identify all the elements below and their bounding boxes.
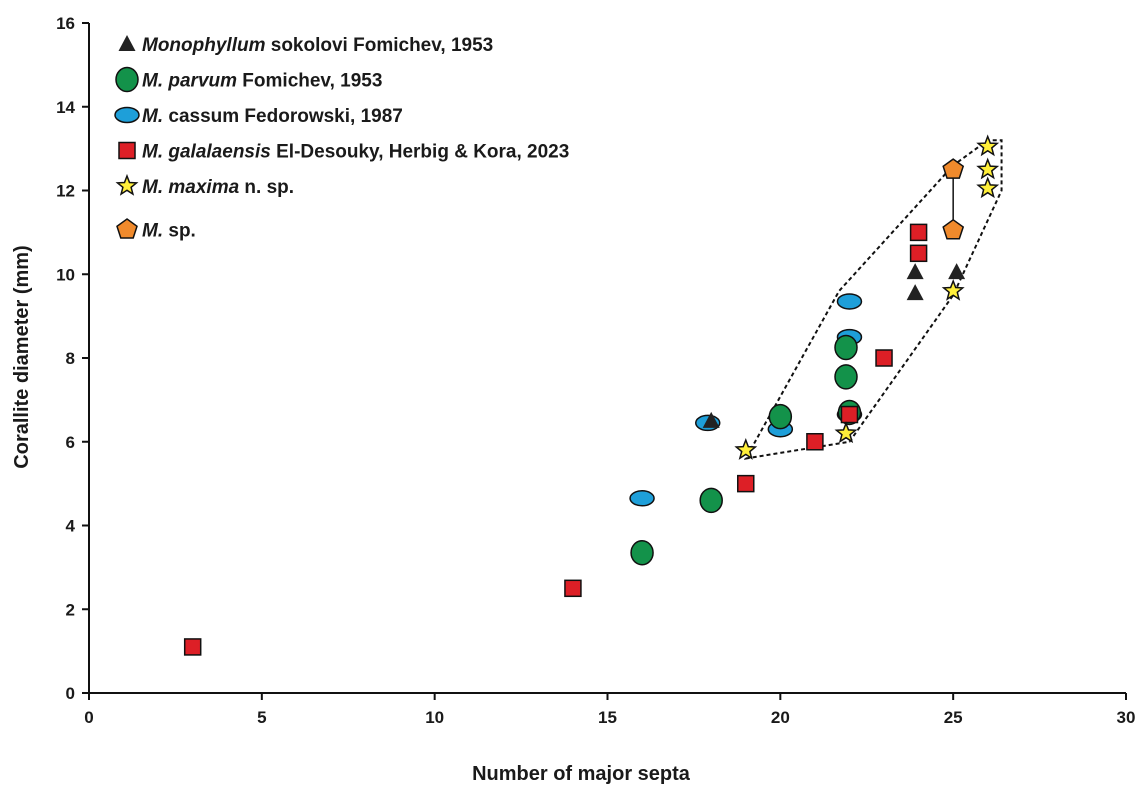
data-point-pentagon <box>942 218 965 240</box>
data-point-square <box>909 244 928 263</box>
legend-marker <box>116 218 138 239</box>
y-tick-label: 6 <box>66 433 75 452</box>
legend-entry-italic: M. maxima <box>142 177 240 198</box>
data-point-square <box>564 579 582 598</box>
tick-labels: 0 5 10 15 20 25 30 0 2 4 6 8 10 12 14 16 <box>56 14 1135 727</box>
x-tick-label: 20 <box>771 708 790 727</box>
data-point-ellipse <box>629 490 655 507</box>
data-point-triangle <box>906 284 924 301</box>
data-point-circle <box>834 364 858 390</box>
y-tick-label: 0 <box>66 684 75 703</box>
range-envelope <box>743 139 1003 460</box>
legend-entry: M. galalaensis El-Desouky, Herbig & Kora… <box>142 142 569 163</box>
data-point-square <box>737 474 755 493</box>
data-point-star <box>976 157 1000 180</box>
legend-entry: M. cassum Fedorowski, 1987 <box>142 106 403 127</box>
data-point-square <box>183 638 202 656</box>
legend-entry-rest: El-Desouky, Herbig & Kora, 2023 <box>271 142 569 163</box>
data-point-star <box>734 438 758 460</box>
x-tick-label: 5 <box>257 708 266 727</box>
legend-marker <box>115 173 139 196</box>
data-point-triangle <box>948 263 966 280</box>
legend-entry: M. sp. <box>142 221 196 242</box>
legend-entry-italic: M. <box>142 221 163 242</box>
axes <box>82 22 1127 700</box>
legend-entry-rest: sokolovi Fomichev, 1953 <box>265 35 493 56</box>
x-tick-label: 25 <box>944 708 963 727</box>
data-point-circle <box>630 539 654 566</box>
legend-entry-italic: M. parvum <box>142 71 237 92</box>
legend-entry-italic: M. <box>142 106 163 127</box>
y-tick-label: 12 <box>56 182 75 201</box>
data-point-triangle <box>906 263 924 280</box>
y-tick-label: 2 <box>66 600 75 619</box>
legend-marker <box>118 35 136 51</box>
y-tick-label: 14 <box>56 98 75 117</box>
legend-entry: Monophyllum sokolovi Fomichev, 1953 <box>142 35 493 56</box>
legend-marker <box>115 66 139 93</box>
legend-entry-rest: Fomichev, 1953 <box>237 71 382 92</box>
legend-entry-italic: M. galalaensis <box>142 142 271 163</box>
data-point-star <box>976 176 1000 199</box>
legend-entry-rest: cassum Fedorowski, 1987 <box>163 106 403 127</box>
legend-entry: M. parvum Fomichev, 1953 <box>142 71 382 92</box>
x-tick-label: 15 <box>598 708 617 727</box>
legend-entry: M. maxima n. sp. <box>142 177 294 198</box>
data-point-star <box>941 278 965 301</box>
data-point-circle <box>834 334 858 361</box>
data-point-ellipse <box>836 293 863 310</box>
legend-entry-italic: Monophyllum <box>142 35 266 56</box>
data-point-square <box>909 223 928 242</box>
points-layer <box>183 134 1000 656</box>
y-tick-label: 16 <box>56 14 75 33</box>
x-tick-label: 0 <box>84 708 93 727</box>
x-tick-label: 30 <box>1117 708 1136 727</box>
data-point-square <box>806 433 824 451</box>
data-point-circle <box>699 487 723 514</box>
y-tick-label: 4 <box>66 517 76 536</box>
data-point-star <box>834 421 858 444</box>
legend-entry-rest: sp. <box>163 221 196 242</box>
legend-marker <box>118 141 136 160</box>
data-point-square <box>840 405 859 424</box>
y-tick-label: 8 <box>66 349 75 368</box>
data-point-square <box>875 349 893 367</box>
data-point-star <box>976 134 1000 157</box>
y-axis-title: Corallite diameter (mm) <box>11 245 33 468</box>
x-axis-title: Number of major septa <box>472 763 691 785</box>
data-point-pentagon <box>942 158 965 179</box>
legend-marker <box>114 106 140 124</box>
legend: Monophyllum sokolovi Fomichev, 1953 M. pa… <box>114 35 569 242</box>
data-point-circle <box>768 403 793 430</box>
x-tick-label: 10 <box>425 708 444 727</box>
y-tick-label: 10 <box>56 265 75 284</box>
legend-entry-rest: n. sp. <box>239 177 294 198</box>
data-point-triangle <box>702 411 720 428</box>
